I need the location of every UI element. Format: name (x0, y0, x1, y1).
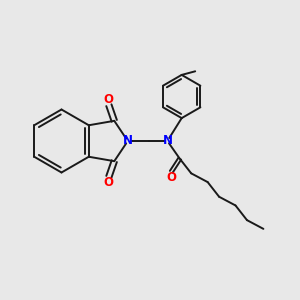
Text: N: N (123, 134, 133, 148)
Text: O: O (103, 176, 113, 189)
Text: N: N (162, 134, 172, 148)
Text: O: O (167, 171, 177, 184)
Text: O: O (103, 93, 113, 106)
